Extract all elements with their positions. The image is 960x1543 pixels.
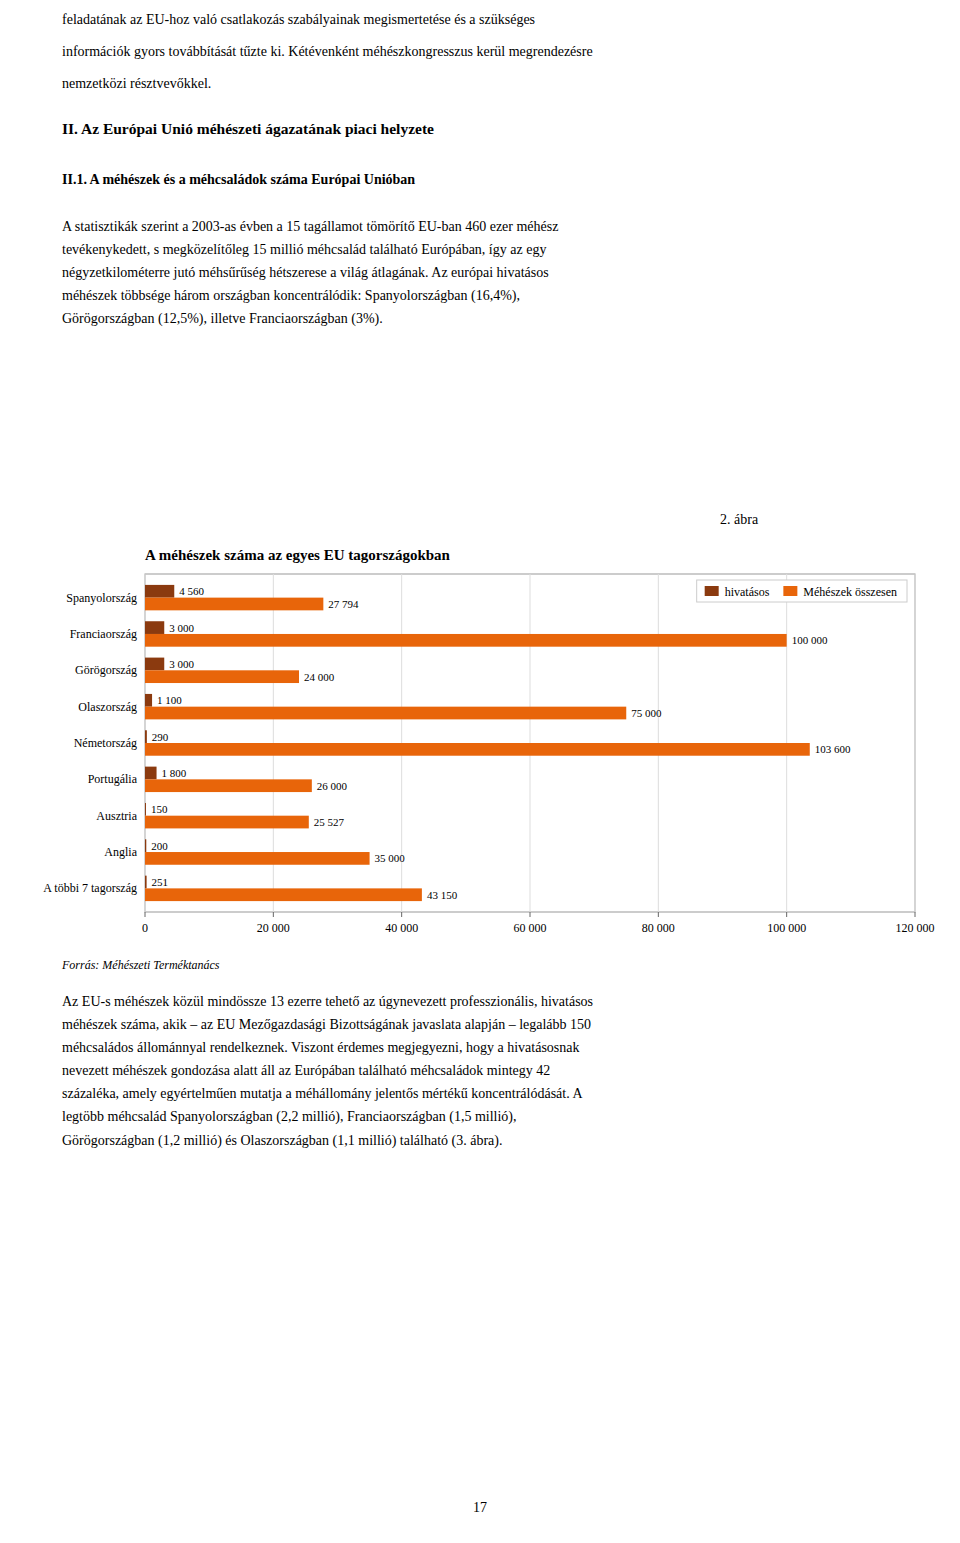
data-label: 1 800: [162, 767, 187, 779]
bar: [145, 730, 147, 743]
legend-swatch: [705, 586, 719, 596]
data-label: 1 100: [157, 694, 182, 706]
legend-box: [697, 580, 907, 602]
bar: [145, 670, 299, 683]
running-text: információk gyors továbbítását tűzte ki.…: [62, 44, 593, 61]
data-label: 3 000: [169, 622, 194, 634]
category-label: Németország: [74, 736, 137, 750]
tick-mark: [401, 912, 402, 917]
tick-label: 0: [142, 921, 148, 935]
legend-swatch: [783, 586, 797, 596]
chart: A méhészek száma az egyes EU tagországok…: [0, 540, 960, 950]
data-label: 43 150: [427, 889, 458, 901]
subheading: II.1. A méhészek és a méhcsaládok száma …: [62, 172, 415, 189]
bar: [145, 634, 787, 647]
bottom-paragraph: Az EU-s méhészek közül mindössze 13 ezer…: [62, 990, 593, 1152]
category-label: Anglia: [104, 845, 137, 859]
data-label: 24 000: [304, 671, 335, 683]
body-paragraph: A statisztikák szerint a 2003-as évben a…: [62, 215, 558, 330]
category-label: Ausztria: [96, 809, 137, 823]
category-label: Görögország: [75, 663, 137, 677]
legend-entry: Méhészek összesen: [803, 585, 897, 599]
bar: [145, 876, 147, 889]
page-number: 17: [0, 1500, 960, 1517]
plot-frame: [145, 574, 915, 912]
data-label: 3 000: [169, 658, 194, 670]
tick-mark: [915, 912, 916, 917]
tick-label: 20 000: [257, 921, 290, 935]
legend: hivatásos Méhészek összesen: [697, 580, 907, 602]
chart-title: A méhészek száma az egyes EU tagországok…: [145, 547, 451, 563]
heading: II. Az Európai Unió méhészeti ágazatának…: [62, 120, 434, 139]
bars: [145, 585, 810, 901]
tick-label: 120 000: [896, 921, 935, 935]
running-text: nemzetközi résztvevőkkel.: [62, 76, 211, 93]
tick-mark: [530, 912, 531, 917]
tick-mark: [658, 912, 659, 917]
category-label: Portugália: [88, 772, 138, 786]
tick-label: 40 000: [385, 921, 418, 935]
bar: [145, 816, 309, 829]
figure-label: 2. ábra: [720, 512, 758, 529]
data-label: 103 600: [815, 743, 851, 755]
tick-mark: [145, 912, 146, 917]
bar: [145, 694, 152, 707]
category-label: Franciaország: [70, 627, 137, 641]
data-label: 100 000: [792, 634, 828, 646]
bar: [145, 803, 146, 816]
bar: [145, 767, 157, 780]
data-labels: 251 200 150 1 800 290 1 100 3 000 3 000 4 560 43 …: [151, 585, 851, 900]
data-label: 200: [151, 840, 168, 852]
tick-label: 60 000: [514, 921, 547, 935]
data-label: 27 794: [328, 598, 359, 610]
bar: [145, 743, 810, 756]
data-label: 25 527: [314, 816, 345, 828]
bar: [145, 852, 370, 865]
bar: [145, 598, 323, 611]
category-label: Spanyolország: [66, 591, 137, 605]
data-label: 290: [152, 731, 169, 743]
legend-entry: hivatásos: [725, 585, 770, 599]
category-label: A többi 7 tagország: [43, 881, 137, 895]
tick-label: 100 000: [767, 921, 806, 935]
bar: [145, 779, 312, 792]
data-label: 4 560: [179, 585, 204, 597]
data-label: 75 000: [631, 707, 662, 719]
running-text: feladatának az EU-hoz való csatlakozás s…: [62, 12, 535, 29]
tick-label: 80 000: [642, 921, 675, 935]
bar: [145, 621, 164, 634]
bar: [145, 839, 146, 852]
bar: [145, 658, 164, 671]
grid-line: [915, 574, 916, 912]
data-label: 35 000: [375, 852, 406, 864]
category-label: Olaszország: [78, 700, 137, 714]
data-label: 26 000: [317, 780, 348, 792]
data-label: 150: [151, 803, 168, 815]
tick-mark: [786, 912, 787, 917]
bar: [145, 585, 174, 598]
tick-mark: [273, 912, 274, 917]
bar: [145, 888, 422, 901]
source-label: Forrás: Méhészeti Terméktanács: [62, 958, 220, 972]
data-label: 251: [152, 876, 169, 888]
bar: [145, 707, 626, 720]
